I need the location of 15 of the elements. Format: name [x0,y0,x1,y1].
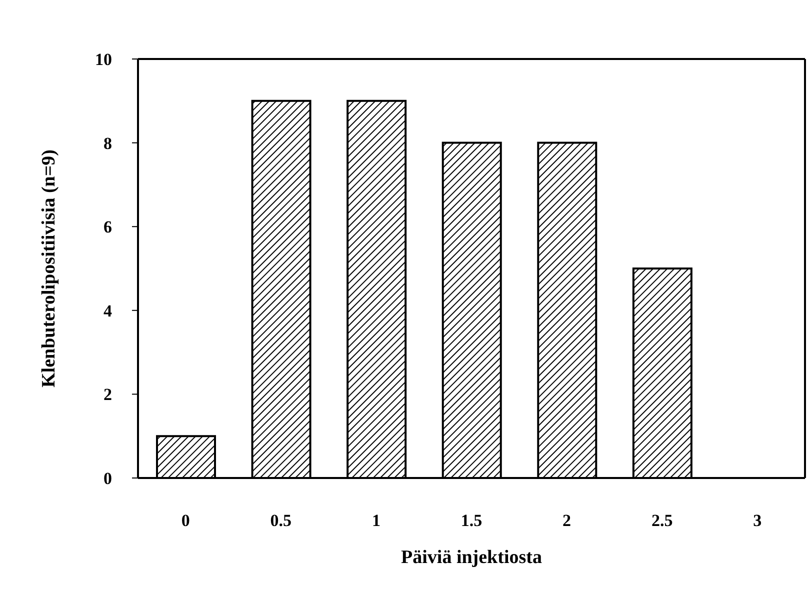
y-tick-label: 2 [104,385,112,404]
y-tick-label: 8 [104,134,112,153]
x-tick-label: 0.5 [270,511,292,530]
x-axis-title: Päiviä injektiosta [401,547,542,568]
x-tick-label: 1.5 [460,511,482,530]
y-axis-title: Klenbuterolipositiivisia (n=9) [38,150,60,388]
x-tick-label: 1 [372,511,380,530]
y-tick-label: 0 [104,469,112,488]
x-tick-label: 0 [181,511,190,530]
y-tick-label: 10 [95,50,112,70]
x-tick-label: 2.5 [651,511,673,530]
y-tick-label: 4 [104,301,112,320]
x-tick-label: 2 [562,511,572,530]
x-tick-label: 3 [753,511,762,530]
y-tick-label: 6 [104,218,112,237]
